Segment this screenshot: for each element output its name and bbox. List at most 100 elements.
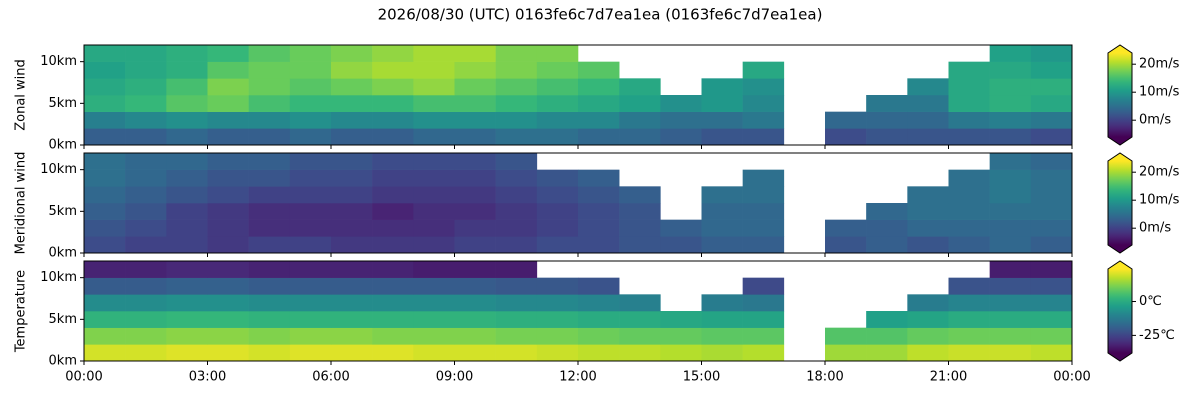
heatmap-cell (413, 186, 455, 204)
y-axis-label: Meridional wind (14, 152, 29, 255)
heatmap-cell (989, 61, 1032, 79)
y-axis-label: Zonal wind (14, 59, 29, 131)
heatmap-cell (125, 186, 167, 204)
heatmap-cell (84, 344, 126, 362)
heatmap-cell (907, 294, 949, 312)
heatmap-cell (207, 203, 249, 220)
heatmap-cell (166, 311, 208, 328)
heatmap-cell (536, 169, 579, 187)
colorbar (1108, 53, 1132, 137)
heatmap-cell (331, 95, 373, 112)
heatmap-cell (331, 153, 373, 170)
colorbar-extend (1108, 245, 1132, 253)
heatmap-cell (989, 327, 1032, 345)
colorbar-tick-label: 0m/s (1139, 113, 1171, 128)
heatmap-cell (84, 95, 126, 112)
heatmap-cell (289, 45, 332, 62)
heatmap-cell (207, 45, 249, 62)
heatmap-cell (413, 61, 455, 79)
heatmap-cell (536, 78, 579, 96)
heatmap-cell (866, 128, 908, 146)
heatmap-cell (289, 277, 332, 295)
heatmap-cell (84, 203, 126, 220)
y-tick-label: 10km (40, 162, 77, 177)
heatmap-cell (125, 311, 167, 328)
heatmap-cell (84, 294, 126, 312)
heatmap-cell (84, 236, 126, 254)
heatmap-cell (701, 344, 743, 362)
heatmap-cell (619, 78, 661, 96)
heatmap-cell (454, 153, 496, 170)
heatmap-cell (166, 78, 208, 96)
heatmap-cell (495, 78, 538, 96)
heatmap-cell (207, 277, 249, 295)
heatmap-cell (907, 95, 949, 112)
heatmap-cell (84, 169, 126, 187)
heatmap-cell (701, 236, 743, 254)
heatmap-cell (1030, 95, 1073, 112)
heatmap-cell (1030, 45, 1073, 62)
heatmap-cell (948, 203, 990, 220)
heatmap-cell (372, 78, 414, 96)
heatmap-cell (207, 186, 249, 204)
heatmap-cell (248, 311, 291, 328)
heatmap-cell (948, 236, 990, 254)
heatmap-cell (125, 78, 167, 96)
heatmap-cell (331, 261, 373, 278)
heatmap-cell (166, 153, 208, 170)
heatmap-cell (372, 153, 414, 170)
heatmap-cell (125, 327, 167, 345)
heatmap-cell (413, 311, 455, 328)
heatmap-cell (289, 344, 332, 362)
heatmap-cell (248, 128, 291, 146)
y-tick-label: 0km (49, 246, 77, 261)
heatmap-cell (248, 203, 291, 220)
heatmap-cell (825, 344, 867, 362)
heatmap-cell (207, 311, 249, 328)
heatmap-cell (372, 128, 414, 146)
heatmap-cell (331, 203, 373, 220)
heatmap-cell (536, 45, 579, 62)
heatmap-cell (125, 203, 167, 220)
heatmap-cell (578, 169, 620, 187)
heatmap-cell (125, 294, 167, 312)
heatmap-cell (248, 236, 291, 254)
heatmap-cell (125, 344, 167, 362)
heatmap-cell (372, 277, 414, 295)
heatmap-cell (454, 78, 496, 96)
heatmap-cell (1030, 294, 1073, 312)
heatmap-cell (742, 344, 785, 362)
heatmap-cell (413, 78, 455, 96)
heatmap-cell (248, 153, 291, 170)
heatmap-cell (578, 186, 620, 204)
x-tick-label: 21:00 (930, 370, 967, 385)
heatmap-cell (454, 294, 496, 312)
heatmap-cell (907, 128, 949, 146)
heatmap-cell (454, 61, 496, 79)
heatmap-cell (619, 186, 661, 204)
heatmap-cell (84, 45, 126, 62)
heatmap-cell (331, 311, 373, 328)
heatmap-cell (372, 344, 414, 362)
heatmap-cell (701, 219, 743, 237)
heatmap-cell (454, 203, 496, 220)
heatmap-cell (454, 344, 496, 362)
heatmap-cell (866, 236, 908, 254)
heatmap-cell (578, 344, 620, 362)
heatmap-cell (331, 327, 373, 345)
heatmap-cell (701, 95, 743, 112)
colorbar-extend (1108, 153, 1132, 161)
heatmap-cell (454, 277, 496, 295)
heatmap-cell (413, 128, 455, 146)
heatmap-cell (207, 294, 249, 312)
heatmap-cell (413, 111, 455, 129)
heatmap-cell (1030, 236, 1073, 254)
heatmap-cell (742, 186, 785, 204)
heatmap-cell (907, 78, 949, 96)
heatmap-cell (248, 45, 291, 62)
heatmap-cell (907, 327, 949, 345)
heatmap-cell (454, 128, 496, 146)
heatmap-cell (660, 128, 702, 146)
heatmap-cell (536, 344, 579, 362)
heatmap-cell (331, 169, 373, 187)
